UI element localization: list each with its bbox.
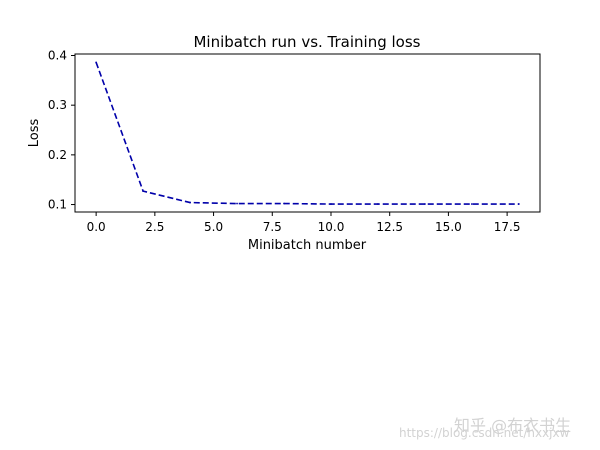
series-layer <box>95 61 520 205</box>
loss-point <box>189 201 191 204</box>
x-tick-label: 10.0 <box>318 220 345 234</box>
x-axis-label: Minibatch number <box>248 238 367 253</box>
chart-title: Minibatch run vs. Training loss <box>193 33 420 51</box>
x-tick-label: 7.5 <box>263 220 282 234</box>
y-axis-label: Loss <box>27 119 42 148</box>
x-tick-label: 0.0 <box>87 220 106 234</box>
loss-point <box>470 203 473 205</box>
y-tick-label: 0.3 <box>48 98 67 112</box>
y-tick-label: 0.4 <box>48 48 67 62</box>
loss-line <box>95 62 519 205</box>
plot-frame <box>74 53 541 213</box>
y-tick-label: 0.2 <box>48 148 67 162</box>
x-tick-label: 5.0 <box>204 220 223 234</box>
loss-point <box>330 203 332 205</box>
x-tick-label: 12.5 <box>376 220 403 234</box>
loss-point <box>377 203 379 205</box>
loss-point <box>517 203 520 205</box>
x-tick-label: 2.5 <box>145 220 164 234</box>
loss-point <box>283 202 285 205</box>
loss-point <box>424 203 426 205</box>
x-axis-ticks: 0.0 2.5 5.0 7.5 10.0 12.5 15.0 17.5 <box>87 212 521 234</box>
loss-point <box>95 61 98 64</box>
x-tick-label: 17.5 <box>494 220 521 234</box>
x-tick-label: 15.0 <box>435 220 462 234</box>
y-axis-ticks: 0.1 0.2 0.3 0.4 <box>48 48 75 212</box>
loss-point <box>236 202 238 205</box>
loss-point <box>142 190 145 193</box>
y-tick-label: 0.1 <box>48 198 67 212</box>
